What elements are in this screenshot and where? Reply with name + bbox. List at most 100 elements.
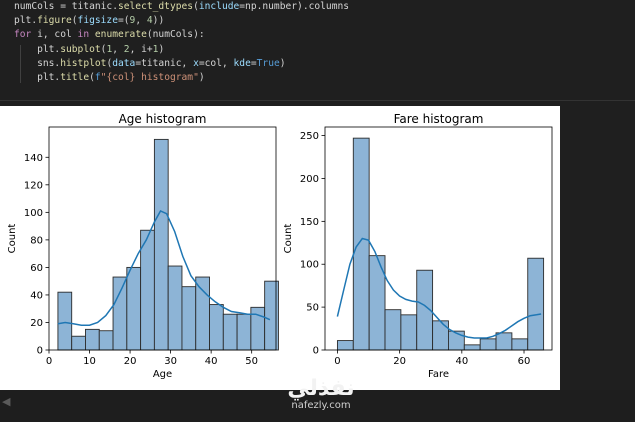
code-token: ( bbox=[100, 43, 107, 55]
code-line: plt.subplot(1, 2, i+1) bbox=[14, 43, 635, 57]
code-token: ) bbox=[198, 72, 205, 84]
y-tick-label: 150 bbox=[300, 217, 319, 228]
code-line: plt.title(f"{col} histogram") bbox=[14, 71, 635, 85]
x-tick-label: 40 bbox=[205, 356, 218, 367]
code-editor[interactable]: numCols = titanic.select_dtypes(include=… bbox=[0, 0, 635, 85]
watermark-site: nafezly.com bbox=[291, 400, 351, 411]
code-line: sns.histplot(data=titanic, x=col, kde=Tr… bbox=[14, 57, 635, 71]
code-token: ( bbox=[89, 72, 95, 84]
histogram-bar bbox=[57, 291, 73, 351]
x-tick-label: 20 bbox=[393, 356, 406, 367]
y-tick-label: 200 bbox=[300, 174, 319, 185]
code-token: "{col} histogram" bbox=[100, 72, 199, 84]
code-token: =( bbox=[117, 15, 130, 27]
histogram-bar bbox=[463, 344, 481, 351]
code-token: )) bbox=[152, 15, 165, 27]
chart-title: Age histogram bbox=[119, 112, 207, 126]
code-line: numCols = titanic.select_dtypes(include=… bbox=[14, 0, 635, 14]
code-token: kde bbox=[233, 57, 251, 69]
code-token: , bbox=[135, 15, 147, 27]
code-token: enumerate bbox=[94, 29, 147, 41]
histogram-bar bbox=[384, 309, 402, 351]
code-token: include bbox=[198, 1, 240, 12]
code-token: x bbox=[193, 57, 199, 69]
histogram-bar bbox=[209, 304, 224, 351]
y-tick-label: 60 bbox=[30, 263, 43, 274]
cell-divider bbox=[0, 100, 635, 101]
x-tick-label: 60 bbox=[518, 356, 531, 367]
y-tick-label: 120 bbox=[24, 180, 43, 191]
code-token: ) bbox=[158, 43, 165, 55]
x-tick-label: 30 bbox=[164, 356, 177, 367]
code-token: histplot bbox=[60, 57, 107, 69]
x-tick-label: 50 bbox=[245, 356, 258, 367]
y-tick-label: 100 bbox=[300, 260, 319, 271]
y-tick-label: 20 bbox=[30, 318, 43, 329]
bottom-bar bbox=[0, 390, 635, 422]
histogram-bar bbox=[400, 314, 418, 351]
code-token: ( bbox=[193, 1, 199, 12]
y-tick-label: 0 bbox=[313, 346, 319, 357]
code-cell[interactable]: numCols = titanic.select_dtypes(include=… bbox=[0, 0, 635, 100]
x-tick-label: 20 bbox=[124, 356, 137, 367]
y-tick-label: 250 bbox=[300, 131, 319, 142]
code-token: figsize bbox=[77, 15, 118, 27]
scroll-left-icon[interactable]: ◀ bbox=[2, 395, 11, 408]
y-tick-label: 0 bbox=[37, 346, 43, 357]
code-token: =titanic, bbox=[135, 57, 194, 69]
histogram-bar bbox=[140, 229, 155, 351]
y-tick-label: 50 bbox=[306, 303, 319, 314]
histogram-bar bbox=[112, 276, 128, 351]
code-token: ( bbox=[71, 15, 78, 27]
code-token: numCols = titanic. bbox=[14, 1, 118, 12]
code-line: for i, col in enumerate(numCols): bbox=[14, 28, 635, 42]
code-token: (numCols): bbox=[146, 29, 205, 41]
y-axis-label: Count bbox=[7, 224, 18, 254]
indent-guide bbox=[20, 45, 21, 83]
histogram-bar bbox=[167, 265, 183, 351]
code-token: 9 bbox=[129, 15, 136, 27]
histogram-bar bbox=[495, 332, 513, 351]
code-token: ( bbox=[106, 57, 113, 69]
y-tick-label: 100 bbox=[24, 208, 43, 219]
axes-frame bbox=[48, 126, 277, 351]
code-token: , bbox=[112, 43, 124, 55]
histogram-bar bbox=[126, 266, 142, 351]
x-axis-label: Age bbox=[153, 369, 172, 380]
code-token: title bbox=[60, 72, 90, 84]
code-token: True bbox=[256, 57, 280, 69]
histogram-bar bbox=[479, 338, 497, 351]
code-token: data bbox=[112, 57, 136, 69]
code-token: i, col bbox=[31, 29, 78, 41]
axes-frame bbox=[324, 126, 553, 351]
code-token: plt. bbox=[14, 15, 38, 27]
y-tick-label: 140 bbox=[24, 153, 43, 164]
figure-canvas: 0 10 20 30 40 50 0 20 40 60 80 100 120 140 Age histogr… bbox=[7, 112, 553, 380]
histogram-bar bbox=[71, 335, 86, 351]
histogram-bar bbox=[336, 340, 354, 351]
code-token: 1 bbox=[106, 43, 113, 55]
kde-curve bbox=[57, 210, 271, 326]
code-token: 1 bbox=[152, 43, 159, 55]
y-tick-label: 40 bbox=[30, 290, 43, 301]
watermark-arabic: نفذلي bbox=[287, 376, 355, 401]
code-token: 2 bbox=[123, 43, 130, 55]
code-token: in bbox=[77, 29, 90, 41]
histogram-bar bbox=[511, 338, 529, 351]
histogram-bar bbox=[432, 320, 449, 351]
histogram-figure: 0 10 20 30 40 50 0 20 40 60 80 100 120 140 Age histogr… bbox=[0, 106, 560, 390]
code-token: 4 bbox=[146, 15, 153, 27]
x-tick-label: 0 bbox=[334, 356, 340, 367]
x-tick-label: 0 bbox=[46, 356, 52, 367]
x-axis-label: Fare bbox=[428, 369, 449, 380]
x-tick-label: 40 bbox=[455, 356, 468, 367]
histogram-bar bbox=[222, 313, 238, 351]
histogram-bar bbox=[195, 276, 210, 351]
code-token: figure bbox=[37, 15, 72, 27]
chart-title: Fare histogram bbox=[394, 112, 484, 126]
code-token: = bbox=[250, 57, 257, 69]
histogram-bar bbox=[153, 138, 169, 351]
code-token: select_dtypes bbox=[117, 1, 194, 12]
histogram-bar bbox=[85, 328, 100, 351]
code-token: subplot bbox=[60, 43, 101, 55]
